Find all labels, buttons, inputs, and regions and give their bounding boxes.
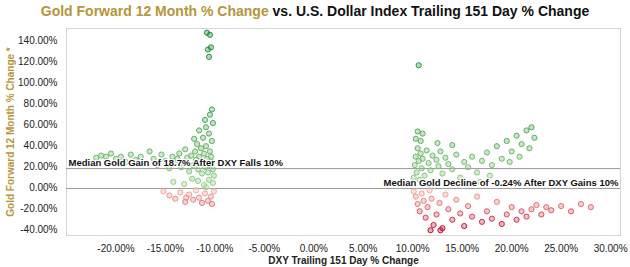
svg-text:-5.00%: -5.00% — [249, 243, 281, 254]
svg-text:100.00%: 100.00% — [18, 77, 58, 88]
svg-text:Median Gold Decline of -0.24%: Median Gold Decline of -0.24% After DXY … — [384, 177, 619, 188]
svg-text:10.00%: 10.00% — [396, 243, 430, 254]
html-text:Gold Forward 12 Month % Change: Gold Forward 12 Month % Change vs. U.S. … — [40, 3, 590, 19]
svg-text:-20.00%: -20.00% — [97, 243, 134, 254]
svg-text:Median Gold Gain of 18.7% Afte: Median Gold Gain of 18.7% After DXY Fall… — [69, 157, 284, 168]
svg-text:DXY Trailing 151 Day % Change: DXY Trailing 151 Day % Change — [268, 255, 419, 266]
svg-text:20.00%: 20.00% — [495, 243, 529, 254]
svg-text:-15.00%: -15.00% — [147, 243, 184, 254]
svg-text:60.00%: 60.00% — [24, 119, 58, 130]
svg-text:-20.00%: -20.00% — [20, 203, 57, 214]
svg-text:140.00%: 140.00% — [18, 35, 58, 46]
svg-text:80.00%: 80.00% — [24, 98, 58, 109]
svg-text:30.00%: 30.00% — [594, 243, 628, 254]
svg-text:20.00%: 20.00% — [24, 161, 58, 172]
svg-text:Gold Forward 12 Month % Change: Gold Forward 12 Month % Change * — [5, 47, 16, 217]
svg-text:25.00%: 25.00% — [544, 243, 578, 254]
svg-text:0.00%: 0.00% — [300, 243, 328, 254]
svg-text:5.00%: 5.00% — [349, 243, 377, 254]
svg-text:15.00%: 15.00% — [445, 243, 479, 254]
svg-text:-10.00%: -10.00% — [196, 243, 233, 254]
svg-text:120.00%: 120.00% — [18, 56, 58, 67]
svg-text:-40.00%: -40.00% — [20, 224, 57, 235]
svg-text:0.00%: 0.00% — [29, 182, 57, 193]
svg-text:40.00%: 40.00% — [24, 140, 58, 151]
